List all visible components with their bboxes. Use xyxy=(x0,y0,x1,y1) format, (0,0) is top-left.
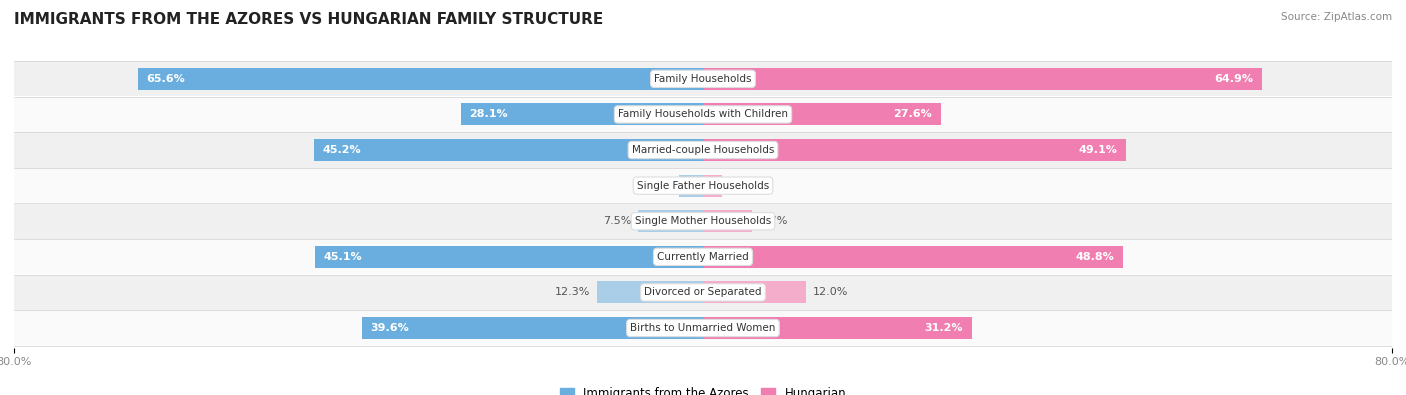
Text: 12.0%: 12.0% xyxy=(813,288,849,297)
Text: 31.2%: 31.2% xyxy=(925,323,963,333)
Bar xyxy=(14,239,1392,275)
Bar xyxy=(361,317,703,339)
Bar xyxy=(14,97,1392,132)
Text: Divorced or Separated: Divorced or Separated xyxy=(644,288,762,297)
Bar xyxy=(461,103,703,126)
Bar xyxy=(679,175,703,197)
Text: Family Households: Family Households xyxy=(654,74,752,84)
Text: 2.2%: 2.2% xyxy=(728,181,758,191)
Text: 28.1%: 28.1% xyxy=(470,109,508,119)
Text: Single Father Households: Single Father Households xyxy=(637,181,769,191)
Bar xyxy=(14,275,1392,310)
Text: 45.2%: 45.2% xyxy=(322,145,361,155)
Bar xyxy=(703,210,752,232)
Bar xyxy=(703,175,721,197)
Bar xyxy=(703,317,972,339)
Text: Family Households with Children: Family Households with Children xyxy=(619,109,787,119)
Text: 12.3%: 12.3% xyxy=(555,288,591,297)
Bar xyxy=(14,61,1392,96)
Text: Births to Unmarried Women: Births to Unmarried Women xyxy=(630,323,776,333)
Bar xyxy=(703,139,1126,161)
Text: 27.6%: 27.6% xyxy=(893,109,932,119)
Bar xyxy=(14,168,1392,203)
Bar xyxy=(703,68,1263,90)
Bar xyxy=(703,103,941,126)
Bar xyxy=(315,246,703,268)
Bar xyxy=(703,246,1123,268)
Text: 65.6%: 65.6% xyxy=(146,74,186,84)
Bar xyxy=(14,203,1392,239)
Text: 39.6%: 39.6% xyxy=(371,323,409,333)
Bar xyxy=(703,281,807,303)
Text: 7.5%: 7.5% xyxy=(603,216,631,226)
Bar xyxy=(138,68,703,90)
Text: Single Mother Households: Single Mother Households xyxy=(636,216,770,226)
Text: 2.8%: 2.8% xyxy=(644,181,672,191)
Bar xyxy=(14,310,1392,346)
Bar xyxy=(598,281,703,303)
Text: 48.8%: 48.8% xyxy=(1076,252,1115,262)
Text: 49.1%: 49.1% xyxy=(1078,145,1118,155)
Legend: Immigrants from the Azores, Hungarian: Immigrants from the Azores, Hungarian xyxy=(555,383,851,395)
Bar xyxy=(314,139,703,161)
Text: Married-couple Households: Married-couple Households xyxy=(631,145,775,155)
Text: IMMIGRANTS FROM THE AZORES VS HUNGARIAN FAMILY STRUCTURE: IMMIGRANTS FROM THE AZORES VS HUNGARIAN … xyxy=(14,12,603,27)
Text: Currently Married: Currently Married xyxy=(657,252,749,262)
Bar xyxy=(638,210,703,232)
Bar xyxy=(14,132,1392,168)
Text: 64.9%: 64.9% xyxy=(1215,74,1253,84)
Text: 45.1%: 45.1% xyxy=(323,252,361,262)
Text: Source: ZipAtlas.com: Source: ZipAtlas.com xyxy=(1281,12,1392,22)
Text: 5.7%: 5.7% xyxy=(759,216,787,226)
